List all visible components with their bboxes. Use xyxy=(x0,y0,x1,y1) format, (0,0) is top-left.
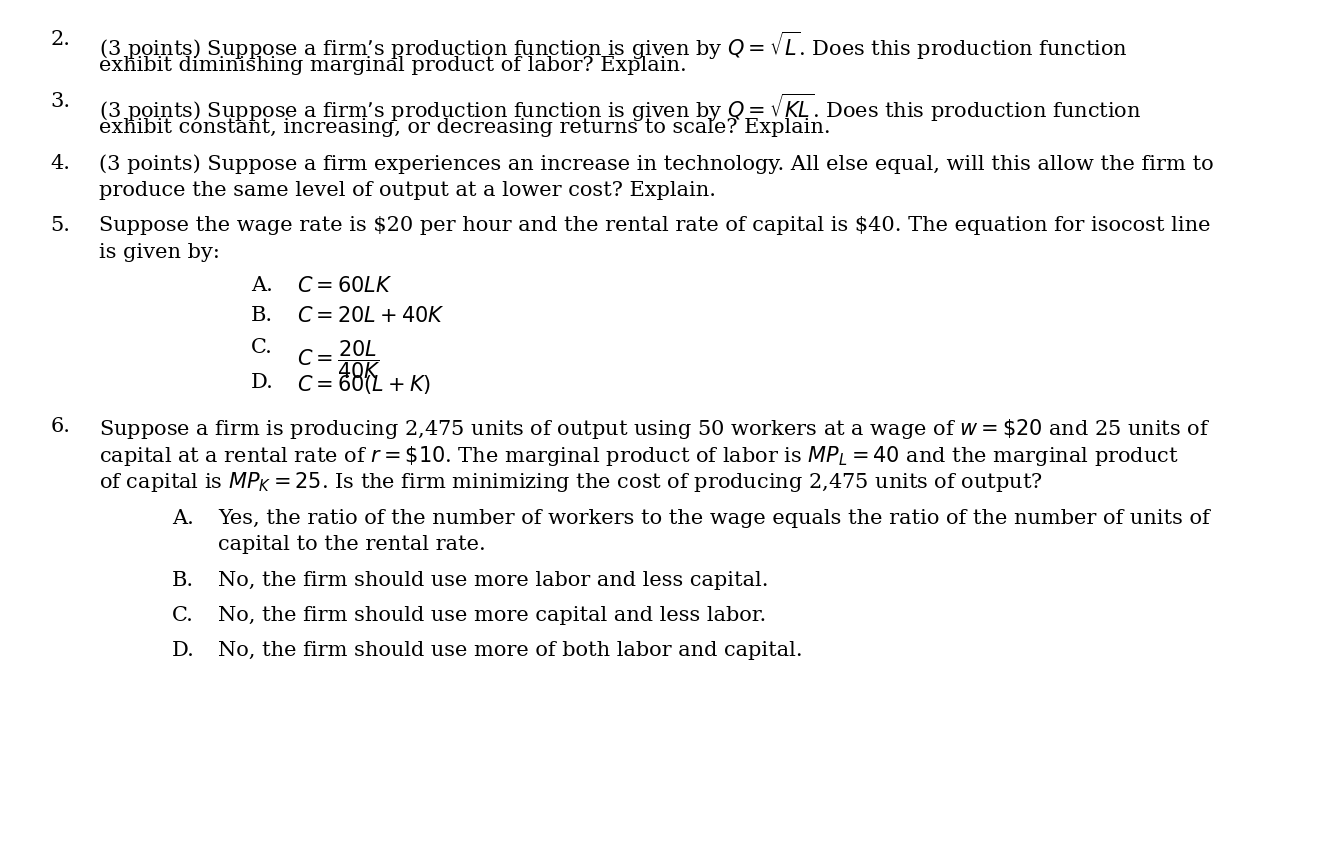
Text: Suppose the wage rate is \$20 per hour and the rental rate of capital is \$40. T: Suppose the wage rate is \$20 per hour a… xyxy=(99,216,1211,235)
Text: capital to the rental rate.: capital to the rental rate. xyxy=(218,535,486,554)
Text: A.: A. xyxy=(251,276,274,295)
Text: 2.: 2. xyxy=(50,30,70,49)
Text: Yes, the ratio of the number of workers to the wage equals the ratio of the numb: Yes, the ratio of the number of workers … xyxy=(218,509,1210,527)
Text: B.: B. xyxy=(172,571,194,590)
Text: No, the firm should use more labor and less capital.: No, the firm should use more labor and l… xyxy=(218,571,768,590)
Text: $C = 20L + 40K$: $C = 20L + 40K$ xyxy=(297,306,446,325)
Text: $C = 60(L + K)$: $C = 60(L + K)$ xyxy=(297,373,432,396)
Text: Suppose a firm is producing 2,475 units of output using 50 workers at a wage of : Suppose a firm is producing 2,475 units … xyxy=(99,417,1211,441)
Text: $C = 60LK$: $C = 60LK$ xyxy=(297,276,393,296)
Text: exhibit constant, increasing, or decreasing returns to scale? Explain.: exhibit constant, increasing, or decreas… xyxy=(99,118,830,137)
Text: produce the same level of output at a lower cost? Explain.: produce the same level of output at a lo… xyxy=(99,181,717,199)
Text: A.: A. xyxy=(172,509,194,527)
Text: 4.: 4. xyxy=(50,154,70,173)
Text: No, the firm should use more of both labor and capital.: No, the firm should use more of both lab… xyxy=(218,641,802,659)
Text: No, the firm should use more capital and less labor.: No, the firm should use more capital and… xyxy=(218,606,767,625)
Text: 3.: 3. xyxy=(50,92,70,111)
Text: C.: C. xyxy=(251,338,274,357)
Text: is given by:: is given by: xyxy=(99,243,219,262)
Text: (3 points) Suppose a firm’s production function is given by $Q = \sqrt{KL}$. Doe: (3 points) Suppose a firm’s production f… xyxy=(99,92,1141,124)
Text: D.: D. xyxy=(251,373,274,392)
Text: B.: B. xyxy=(251,306,274,325)
Text: (3 points) Suppose a firm’s production function is given by $Q = \sqrt{L}$. Does: (3 points) Suppose a firm’s production f… xyxy=(99,30,1128,62)
Text: (3 points) Suppose a firm experiences an increase in technology. All else equal,: (3 points) Suppose a firm experiences an… xyxy=(99,154,1214,174)
Text: 5.: 5. xyxy=(50,216,70,235)
Text: of capital is $MP_K = 25$. Is the firm minimizing the cost of producing 2,475 un: of capital is $MP_K = 25$. Is the firm m… xyxy=(99,470,1043,494)
Text: $C = \dfrac{20L}{40K}$: $C = \dfrac{20L}{40K}$ xyxy=(297,338,381,381)
Text: 6.: 6. xyxy=(50,417,70,436)
Text: C.: C. xyxy=(172,606,194,625)
Text: capital at a rental rate of $r = \$10$. The marginal product of labor is $MP_L =: capital at a rental rate of $r = \$10$. … xyxy=(99,444,1179,468)
Text: exhibit diminishing marginal product of labor? Explain.: exhibit diminishing marginal product of … xyxy=(99,56,687,75)
Text: D.: D. xyxy=(172,641,194,659)
